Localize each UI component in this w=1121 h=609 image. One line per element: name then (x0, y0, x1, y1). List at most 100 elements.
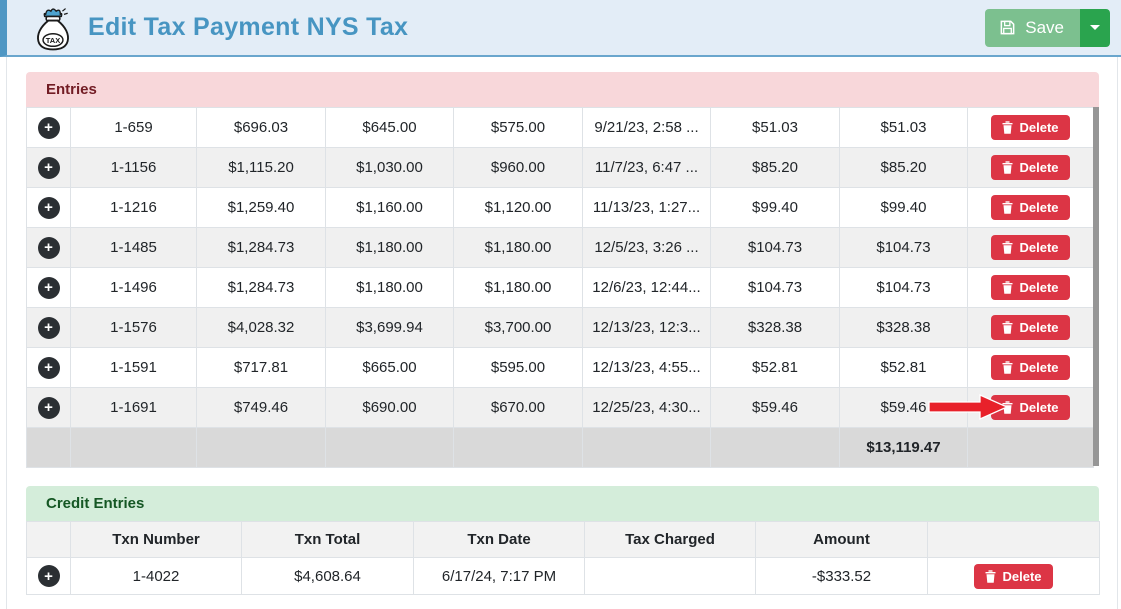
tax-charged-cell: $51.03 (710, 107, 840, 148)
delete-cell: Delete (967, 187, 1094, 228)
txn-date-cell: 12/25/23, 4:30... (582, 387, 711, 428)
tax-charged-cell: $99.40 (710, 187, 840, 228)
txn-date-cell: 12/13/23, 4:55... (582, 347, 711, 388)
empty-cell (453, 427, 583, 468)
value-cell: $645.00 (325, 107, 454, 148)
txn-total-cell: $1,259.40 (196, 187, 326, 228)
expand-row-cell: + (26, 347, 71, 388)
expand-row-button[interactable]: + (37, 316, 60, 339)
delete-button[interactable]: Delete (974, 563, 1053, 589)
delete-button[interactable]: Delete (991, 315, 1070, 340)
tax-charged-cell: $104.73 (710, 267, 840, 308)
value-cell: $595.00 (453, 347, 583, 388)
delete-button-label: Delete (1019, 200, 1059, 215)
save-dropdown-toggle[interactable] (1080, 8, 1110, 47)
tax-charged-cell (584, 557, 756, 595)
txn-total-cell: $1,284.73 (196, 267, 326, 308)
delete-button[interactable]: Delete (991, 195, 1070, 220)
expand-row-button[interactable]: + (37, 116, 60, 139)
expand-row-button[interactable]: + (37, 276, 60, 299)
expand-row-button[interactable]: + (37, 396, 60, 419)
delete-column-header (927, 521, 1100, 558)
entries-table-row: +1-1496 $1,284.73 $1,180.00 $1,180.00 12/6/2… (26, 267, 1094, 308)
txn-number-cell: 1-1156 (70, 147, 197, 188)
txn-total-cell: $1,284.73 (196, 227, 326, 268)
delete-button-label: Delete (1019, 280, 1059, 295)
value-cell: $1,030.00 (325, 147, 454, 188)
page-header: TAX Edit Tax Payment NYS Tax Save (0, 0, 1121, 57)
entries-total-amount: $13,119.47 (839, 427, 968, 468)
txn-number-cell: 1-1496 (70, 267, 197, 308)
entries-header: Entries (26, 72, 1099, 107)
entries-total-row: $13,119.47 (26, 427, 1094, 468)
delete-button[interactable]: Delete (991, 115, 1070, 140)
value-cell: $1,160.00 (325, 187, 454, 228)
delete-cell: Delete (967, 107, 1094, 148)
scrollbar-thumb[interactable] (1093, 107, 1099, 466)
credit-column-header: Tax Charged (584, 521, 756, 558)
delete-button-label: Delete (1002, 568, 1042, 584)
empty-cell (582, 427, 711, 468)
credit-table-body: +1-4022 $4,608.64 6/17/24, 7:17 PM -$333.52… (26, 557, 1100, 595)
empty-cell (196, 427, 326, 468)
expand-row-cell: + (26, 187, 71, 228)
delete-button-label: Delete (1019, 160, 1059, 175)
tax-charged-cell: $59.46 (710, 387, 840, 428)
txn-total-cell: $717.81 (196, 347, 326, 388)
txn-number-cell: 1-4022 (70, 557, 242, 595)
trash-icon (1002, 161, 1013, 174)
section-gap (26, 468, 1121, 486)
value-cell: $665.00 (325, 347, 454, 388)
delete-button[interactable]: Delete (991, 155, 1070, 180)
entries-table-row: +1-1591 $717.81 $665.00 $595.00 12/13/23, 4:… (26, 347, 1094, 388)
amount-cell: $51.03 (839, 107, 968, 148)
trash-icon (1002, 321, 1013, 334)
entries-table-row: +1-1156 $1,115.20 $1,030.00 $960.00 11/7/23,… (26, 147, 1094, 188)
expand-row-button[interactable]: + (37, 236, 60, 259)
value-cell: $1,180.00 (453, 267, 583, 308)
expand-row-button[interactable]: + (37, 156, 60, 179)
expand-column-header (26, 521, 71, 558)
value-cell: $1,180.00 (325, 267, 454, 308)
value-cell: $670.00 (453, 387, 583, 428)
empty-cell (325, 427, 454, 468)
delete-button-label: Delete (1019, 400, 1059, 415)
delete-button[interactable]: Delete (991, 235, 1070, 260)
entries-scrollbar[interactable] (1093, 107, 1099, 466)
delete-button-label: Delete (1019, 360, 1059, 375)
delete-button[interactable]: Delete (991, 355, 1070, 380)
entries-table-row: +1-1485 $1,284.73 $1,180.00 $1,180.00 12/5/2… (26, 227, 1094, 268)
tax-money-bag-icon: TAX (37, 7, 69, 50)
floppy-disk-icon (1000, 20, 1015, 35)
delete-button-label: Delete (1019, 120, 1059, 135)
value-cell: $1,120.00 (453, 187, 583, 228)
empty-cell (710, 427, 840, 468)
entries-table-row: +1-1576 $4,028.32 $3,699.94 $3,700.00 12/13/… (26, 307, 1094, 348)
tax-charged-cell: $85.20 (710, 147, 840, 188)
amount-cell: $59.46 (839, 387, 968, 428)
trash-icon (1002, 401, 1013, 414)
save-button-label: Save (1025, 17, 1064, 37)
expand-row-button[interactable]: + (37, 565, 60, 587)
entries-table-row: +1-659 $696.03 $645.00 $575.00 9/21/23, 2:58… (26, 107, 1094, 148)
expand-row-button[interactable]: + (37, 196, 60, 219)
entries-table-body: +1-659 $696.03 $645.00 $575.00 9/21/23, 2:58… (26, 107, 1094, 468)
delete-button[interactable]: Delete (991, 395, 1070, 420)
txn-total-cell: $696.03 (196, 107, 326, 148)
entries-table-row: +1-1216 $1,259.40 $1,160.00 $1,120.00 11/13/… (26, 187, 1094, 228)
page-right-border (1117, 57, 1118, 609)
txn-number-cell: 1-659 (70, 107, 197, 148)
delete-cell: Delete (967, 387, 1094, 428)
trash-icon (1002, 121, 1013, 134)
txn-date-cell: 11/13/23, 1:27... (582, 187, 711, 228)
save-button[interactable]: Save (985, 8, 1080, 47)
txn-date-cell: 12/6/23, 12:44... (582, 267, 711, 308)
expand-row-cell: + (26, 227, 71, 268)
expand-row-button[interactable]: + (37, 356, 60, 379)
trash-icon (1002, 361, 1013, 374)
value-cell: $3,699.94 (325, 307, 454, 348)
amount-cell: $328.38 (839, 307, 968, 348)
empty-cell (70, 427, 197, 468)
txn-total-cell: $1,115.20 (196, 147, 326, 188)
delete-button[interactable]: Delete (991, 275, 1070, 300)
